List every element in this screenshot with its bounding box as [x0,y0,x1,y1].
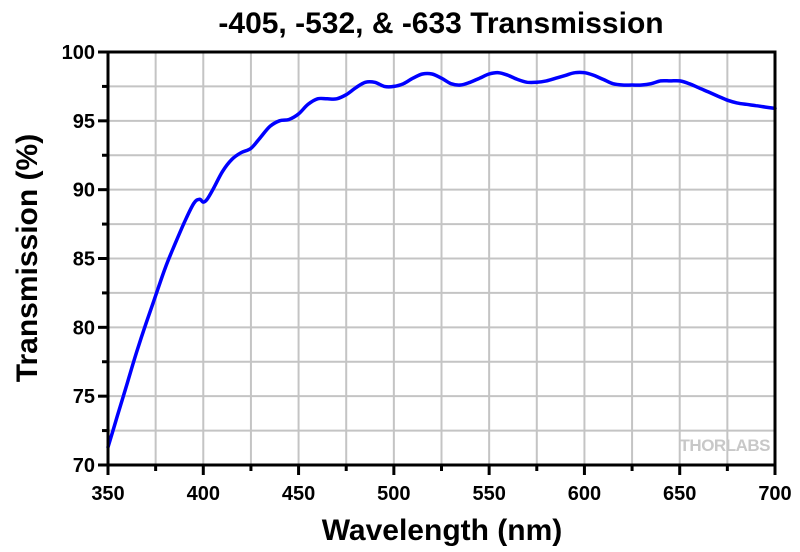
y-axis-ticks: 70 75 80 85 90 95 100 [62,42,108,477]
y-tick-label: 90 [73,180,95,202]
y-tick-label: 85 [73,249,95,271]
x-tick-label: 600 [568,483,601,505]
x-tick-label: 700 [758,483,791,505]
y-axis-title: Transmission (%) [11,134,44,382]
x-tick-label: 450 [282,483,315,505]
y-tick-label: 100 [62,42,95,64]
grid-lines [108,52,775,465]
y-tick-label: 80 [73,317,95,339]
x-axis-title: Wavelength (nm) [322,514,563,547]
y-tick-label: 75 [73,386,95,408]
y-tick-label: 70 [73,455,95,477]
x-tick-label: 350 [91,483,124,505]
x-tick-label: 500 [377,483,410,505]
transmission-curve [106,70,777,449]
x-tick-label: 650 [663,483,696,505]
x-tick-label: 550 [472,483,505,505]
x-tick-label: 400 [187,483,220,505]
series-line [106,70,777,449]
chart-title: -405, -532, & -633 Transmission [218,7,663,40]
x-axis-ticks: 350 400 450 500 550 600 650 700 [91,465,792,505]
y-tick-label: 95 [73,111,95,133]
thorlabs-watermark: THORLABS [680,436,771,455]
